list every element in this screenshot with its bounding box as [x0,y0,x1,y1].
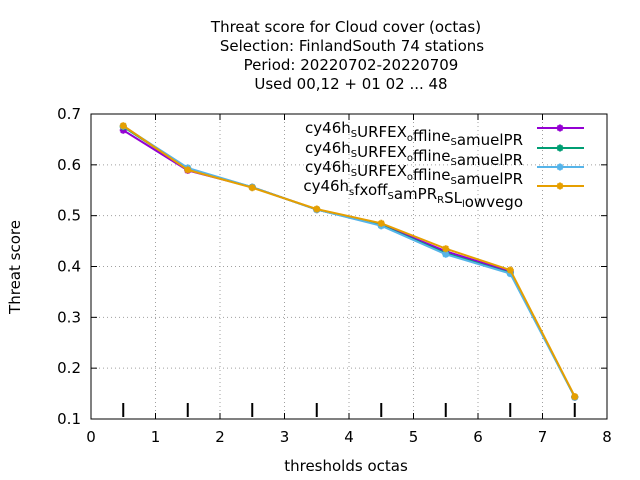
y-tick-label: 0.4 [57,258,81,276]
grid-lines [91,114,607,419]
y-tick-labels: 0.1 0.2 0.3 0.4 0.5 0.6 0.7 [57,105,81,428]
data-point [442,250,450,258]
legend-subscript: o [407,153,413,164]
legend-label: cy46hSURFEXofflineSamuelPR [305,119,523,149]
legend-subscript: S [351,129,357,140]
legend-subscript: s [349,187,354,198]
x-tick-label: 0 [86,428,96,446]
x-axis-label: thresholds octas [284,457,408,475]
legend-subscript: S [450,176,456,187]
x-tick-label: 1 [151,428,161,446]
legend-text-run: SL [444,189,463,207]
y-axis-label: Threat score [6,220,24,315]
x-tick-label: 4 [344,428,354,446]
legend-text-run: amuelPR [457,151,523,169]
data-point [571,393,579,401]
data-point [119,122,127,130]
data-point [248,184,256,192]
x-tick-label: 2 [215,428,225,446]
legend-text-run: amuelPR [457,170,523,188]
data-point [377,219,385,227]
legend-subscript: o [407,172,413,183]
legend-text-run: cy46h [303,177,349,195]
legend: cy46hSURFEXofflineSamuelPRcy46hSURFEXoff… [303,119,584,211]
data-point [313,205,321,213]
legend-text-run: amPR [394,185,437,203]
legend-text-run: cy46h [305,119,351,137]
x-tick-label: 6 [473,428,483,446]
chart-title-line-4: Used 00,12 + 01 02 ... 48 [254,75,447,93]
series-lines [119,122,579,401]
y-tick-label: 0.2 [57,359,81,377]
legend-text-run: owvego [465,193,523,211]
legend-subscript: S [387,191,393,202]
x-tick-labels: 0 1 2 3 4 5 6 7 8 [86,428,612,446]
series-line [122,124,576,398]
chart-title-line-3: Period: 20220702-20220709 [244,56,459,74]
legend-marker [556,163,564,171]
series-4 [119,122,579,401]
chart-title-line-1: Threat score for Cloud cover (octas) [210,18,481,36]
threshold-marks [122,403,576,417]
legend-subscript: S [450,137,456,148]
x-tick-label: 5 [409,428,419,446]
legend-subscript: o [407,133,413,144]
legend-subscript: S [351,149,357,160]
chart-title-line-2: Selection: FinlandSouth 74 stations [220,37,484,55]
legend-text-run: ffline [413,147,450,165]
x-tick-label: 3 [280,428,290,446]
y-tick-label: 0.7 [57,105,81,123]
data-point [442,245,450,253]
series-line [122,125,576,398]
y-tick-label: 0.1 [57,410,81,428]
legend-subscript: R [437,195,444,206]
x-tick-label: 8 [602,428,612,446]
legend-subscript: S [450,157,456,168]
chart-title: Threat score for Cloud cover (octas) Sel… [210,18,484,93]
legend-text-run: URFEX [357,143,407,161]
legend-text-run: cy46h [305,139,351,157]
y-tick-label: 0.5 [57,207,81,225]
data-point [184,166,192,174]
legend-label: cy46hsfxoffSamPRRSLlowvego [303,177,523,211]
legend-label: cy46hSURFEXofflineSamuelPR [305,158,523,188]
legend-text-run: fxoff [354,181,388,199]
data-point [119,126,127,134]
data-point [506,266,514,274]
legend-text-run: ffline [413,127,450,145]
plot-frame [90,113,608,420]
legend-subscript: l [462,199,465,210]
y-tick-label: 0.6 [57,156,81,174]
legend-label: cy46hSURFEXofflineSamuelPR [305,139,523,169]
legend-marker [556,124,564,132]
legend-text-run: ffline [413,166,450,184]
legend-marker [556,144,564,152]
x-tick-label: 7 [538,428,548,446]
legend-text-run: URFEX [357,162,407,180]
axis-ticks [90,113,608,420]
legend-subscript: S [351,168,357,179]
legend-text-run: amuelPR [457,131,523,149]
y-tick-label: 0.3 [57,308,81,326]
legend-text-run: URFEX [357,123,407,141]
data-point [506,270,514,278]
legend-marker [556,182,564,190]
legend-text-run: cy46h [305,158,351,176]
